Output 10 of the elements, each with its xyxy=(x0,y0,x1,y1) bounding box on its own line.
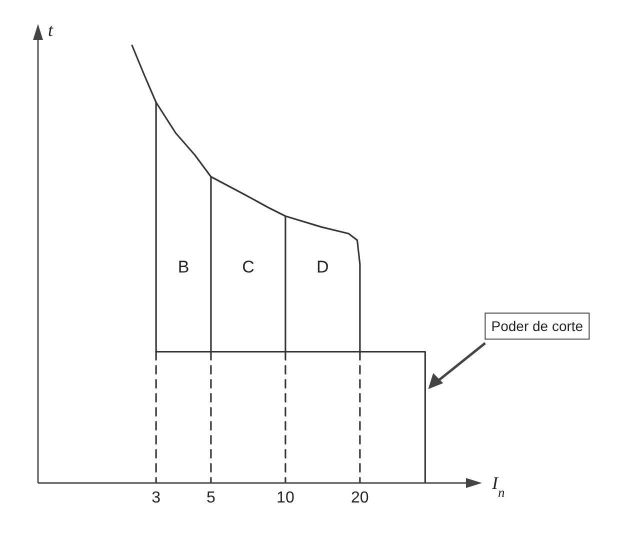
x-tick-label: 5 xyxy=(206,489,216,506)
annotation: C xyxy=(242,258,254,278)
y-axis-title: t xyxy=(48,20,54,40)
x-axis-title: I$_{n}$ xyxy=(491,473,505,500)
annotation: D xyxy=(316,258,329,278)
text: Poder de corte xyxy=(491,318,584,334)
annotation: B xyxy=(178,258,190,278)
x-tick-label: 20 xyxy=(351,489,369,506)
x-tick-label: 3 xyxy=(152,489,161,506)
x-tick-label: 10 xyxy=(276,489,294,506)
